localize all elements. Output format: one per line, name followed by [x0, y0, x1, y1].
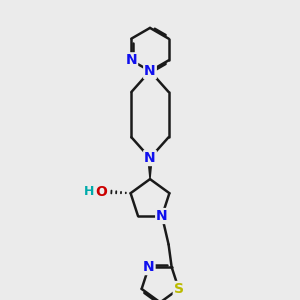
Text: N: N — [125, 53, 137, 67]
Text: S: S — [174, 282, 184, 296]
Text: N: N — [144, 151, 156, 165]
Text: N: N — [144, 64, 156, 78]
Text: N: N — [143, 260, 154, 274]
Text: N: N — [156, 209, 168, 223]
Text: O: O — [95, 185, 107, 199]
Text: H: H — [84, 185, 94, 198]
Polygon shape — [148, 158, 152, 179]
